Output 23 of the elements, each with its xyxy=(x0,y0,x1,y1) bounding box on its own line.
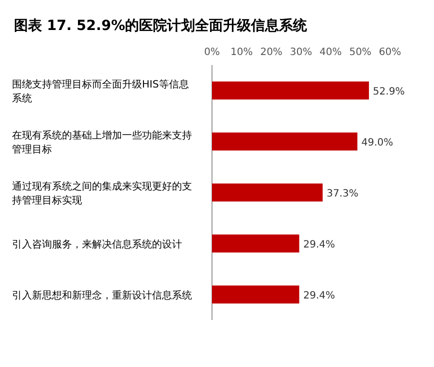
data-label: 49.0% xyxy=(361,138,394,148)
chart-title: 图表 17. 52.9%的医院计划全面升级信息系统 xyxy=(14,17,308,34)
y-tick-label: 通过现有系统之间的集成来实现更好的支持管理目标实现 xyxy=(12,180,192,206)
bar xyxy=(212,184,323,202)
data-label: 37.3% xyxy=(326,188,358,200)
bar xyxy=(212,132,358,150)
y-tick-label: 引入新思想和新理念，重新设计信息系统 xyxy=(12,290,192,302)
bar xyxy=(212,286,300,304)
bar xyxy=(212,234,300,252)
x-tick-label: 30% xyxy=(290,47,312,58)
x-tick-label: 50% xyxy=(349,47,372,58)
data-label: 29.4% xyxy=(303,240,335,250)
x-tick-label: 20% xyxy=(260,47,282,58)
x-tick-label: 60% xyxy=(378,47,402,58)
y-tick-label: 在现有系统的基础上增加一些功能来支持管理目标 xyxy=(12,130,192,156)
x-tick-label: 10% xyxy=(230,47,253,58)
y-tick-label: 引入咨询服务，来解决信息系统的设计 xyxy=(12,238,182,250)
data-label: 52.9% xyxy=(372,86,405,98)
y-tick-label: 围绕支持管理目标而全面升级HIS等信息系统 xyxy=(12,78,189,104)
x-tick-label: 40% xyxy=(320,47,342,58)
data-label: 29.4% xyxy=(303,290,335,302)
bar xyxy=(212,82,369,100)
x-tick-label: 0% xyxy=(204,47,220,58)
